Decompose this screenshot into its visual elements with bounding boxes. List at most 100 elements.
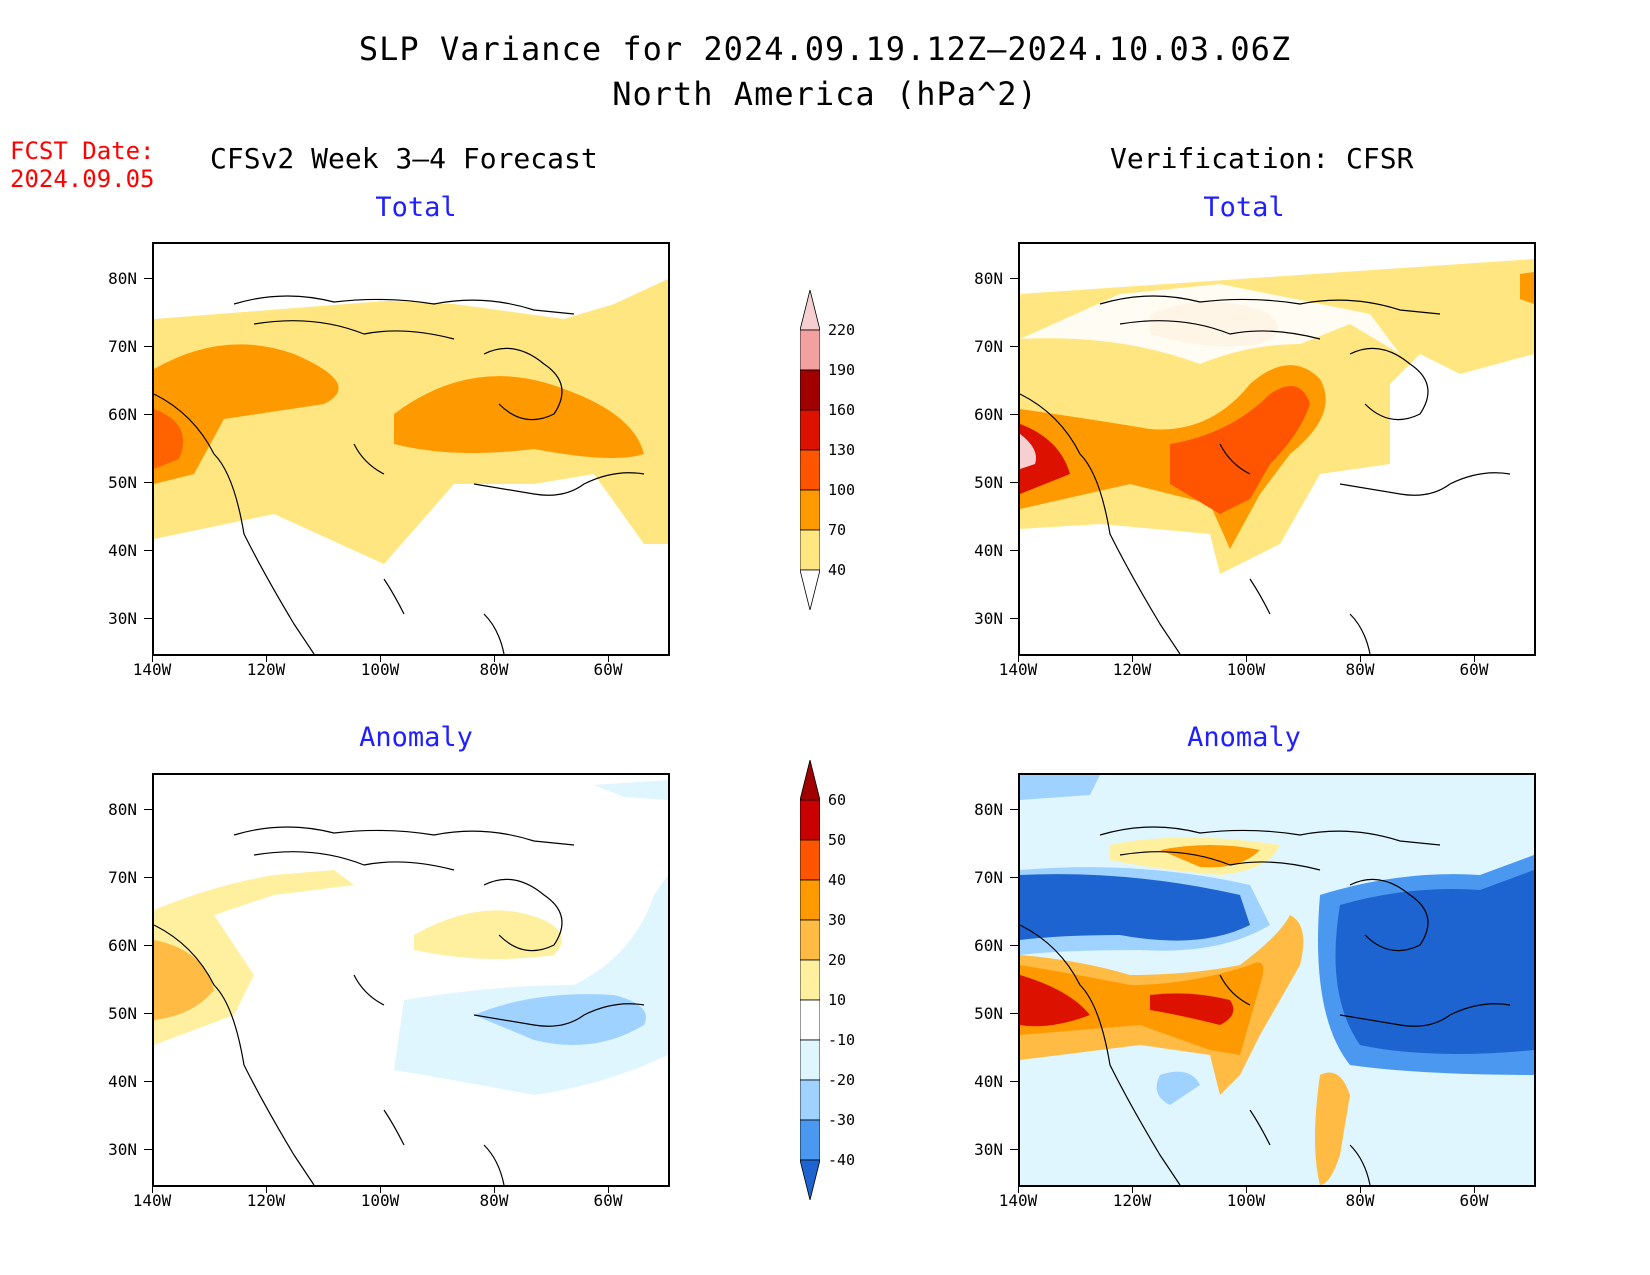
- verification-anomaly-lat-tick: [1010, 945, 1018, 946]
- verification-total-lat-tick: [1010, 482, 1018, 483]
- fcst-date-label: FCST Date:: [10, 137, 155, 165]
- colorbar-total: [799, 289, 821, 614]
- forecast-anomaly-lon-label: 120W: [246, 1191, 286, 1210]
- forecast-total-lat-tick: [144, 550, 152, 551]
- fcst-date-block: FCST Date: 2024.09.05: [10, 137, 155, 193]
- forecast-column-title: CFSv2 Week 3–4 Forecast: [210, 142, 598, 175]
- verification-total-lon-tick: [1360, 654, 1361, 662]
- colorbar-anomaly-level-label: -10: [828, 1031, 856, 1049]
- colorbar-total-level-label: 190: [828, 361, 856, 379]
- forecast-total-lon-label: 120W: [246, 660, 286, 679]
- forecast-total-lon-tick: [152, 654, 153, 662]
- forecast-total-lat-tick: [144, 278, 152, 279]
- verification-total-lon-tick: [1474, 654, 1475, 662]
- forecast-total-map: [152, 242, 670, 656]
- forecast-total-lat-label: 80N: [108, 269, 137, 288]
- colorbar-anomaly-level-label: -30: [828, 1111, 856, 1129]
- forecast-total-lat-label: 60N: [108, 405, 137, 424]
- verification-total-lat-label: 70N: [974, 337, 1003, 356]
- verification-total-lon-tick: [1018, 654, 1019, 662]
- verification-total-lat-label: 40N: [974, 541, 1003, 560]
- forecast-anomaly-lon-tick: [494, 1185, 495, 1193]
- verification-total-lat-label: 50N: [974, 473, 1003, 492]
- forecast-anomaly-lat-tick: [144, 1081, 152, 1082]
- verification-anomaly-lon-label: 120W: [1112, 1191, 1152, 1210]
- forecast-total-lat-tick: [144, 414, 152, 415]
- forecast-anomaly-lon-tick: [266, 1185, 267, 1193]
- colorbar-anomaly-level-label: 50: [828, 831, 847, 849]
- forecast-anomaly-lat-tick: [144, 1149, 152, 1150]
- verification-anomaly-map: [1018, 773, 1536, 1187]
- forecast-anomaly-lat-label: 50N: [108, 1004, 137, 1023]
- colorbar-anomaly-graphic: [799, 759, 821, 1201]
- verification-anomaly-lat-label: 40N: [974, 1072, 1003, 1091]
- forecast-total-lat-tick: [144, 482, 152, 483]
- verification-anomaly-lat-tick: [1010, 809, 1018, 810]
- colorbar-total-level-label: 220: [828, 321, 856, 339]
- verification-total-lon-label: 120W: [1112, 660, 1152, 679]
- verification-anomaly-title: Anomaly: [1187, 722, 1301, 753]
- colorbar-anomaly-level-label: 30: [828, 911, 847, 929]
- forecast-anomaly-lon-label: 80W: [479, 1191, 509, 1210]
- main-title: SLP Variance for 2024.09.19.12Z–2024.10.…: [358, 30, 1292, 68]
- verification-anomaly-lon-label: 100W: [1226, 1191, 1266, 1210]
- forecast-anomaly-lat-tick: [144, 945, 152, 946]
- colorbar-total-level-label: 40: [828, 561, 847, 579]
- verification-total-lat-tick: [1010, 278, 1018, 279]
- forecast-anomaly-lon-label: 100W: [360, 1191, 400, 1210]
- verification-total-map: [1018, 242, 1536, 656]
- forecast-total-title: Total: [375, 192, 457, 223]
- forecast-anomaly-lat-label: 70N: [108, 868, 137, 887]
- forecast-total-lat-label: 30N: [108, 609, 137, 628]
- forecast-total-lon-label: 100W: [360, 660, 400, 679]
- colorbar-anomaly-level-label: 10: [828, 991, 847, 1009]
- verification-total-title: Total: [1203, 192, 1285, 223]
- forecast-anomaly-lon-label: 140W: [132, 1191, 172, 1210]
- verification-total-lon-label: 140W: [998, 660, 1038, 679]
- colorbar-total-graphic: [799, 289, 821, 611]
- forecast-anomaly-lat-tick: [144, 809, 152, 810]
- forecast-anomaly-lon-tick: [380, 1185, 381, 1193]
- colorbar-anomaly-level-label: 20: [828, 951, 847, 969]
- verification-anomaly-lon-label: 80W: [1345, 1191, 1375, 1210]
- colorbar-total-level-label: 130: [828, 441, 856, 459]
- forecast-total-lon-label: 140W: [132, 660, 172, 679]
- verification-anomaly-lat-label: 60N: [974, 936, 1003, 955]
- verification-total-lat-tick: [1010, 550, 1018, 551]
- colorbar-total-level-label: 160: [828, 401, 856, 419]
- verification-anomaly-lat-tick: [1010, 1013, 1018, 1014]
- forecast-anomaly-title: Anomaly: [359, 722, 473, 753]
- verification-total-lon-label: 80W: [1345, 660, 1375, 679]
- forecast-total-lon-label: 80W: [479, 660, 509, 679]
- verification-total-lat-tick: [1010, 618, 1018, 619]
- verification-total-lat-label: 60N: [974, 405, 1003, 424]
- verification-total-lon-label: 60W: [1459, 660, 1489, 679]
- verification-total-lat-label: 30N: [974, 609, 1003, 628]
- forecast-anomaly-lon-tick: [608, 1185, 609, 1193]
- colorbar-anomaly-level-label: 60: [828, 791, 847, 809]
- verification-total-lat-tick: [1010, 414, 1018, 415]
- verification-anomaly-lon-tick: [1474, 1185, 1475, 1193]
- forecast-total-lat-label: 40N: [108, 541, 137, 560]
- forecast-total-lon-tick: [494, 654, 495, 662]
- verification-anomaly-lon-tick: [1132, 1185, 1133, 1193]
- verification-total-lon-tick: [1246, 654, 1247, 662]
- colorbar-anomaly-level-label: -20: [828, 1071, 856, 1089]
- verification-total-lon-tick: [1132, 654, 1133, 662]
- colorbar-total-level-label: 100: [828, 481, 856, 499]
- verification-total-lat-label: 80N: [974, 269, 1003, 288]
- colorbar-total-level-label: 70: [828, 521, 847, 539]
- forecast-total-lon-tick: [608, 654, 609, 662]
- verification-anomaly-lat-tick: [1010, 1149, 1018, 1150]
- forecast-anomaly-lon-label: 60W: [593, 1191, 623, 1210]
- forecast-total-lat-label: 50N: [108, 473, 137, 492]
- forecast-anomaly-lon-tick: [152, 1185, 153, 1193]
- forecast-anomaly-lat-tick: [144, 1013, 152, 1014]
- forecast-anomaly-lat-label: 80N: [108, 800, 137, 819]
- verification-anomaly-lon-label: 60W: [1459, 1191, 1489, 1210]
- verification-total-lat-tick: [1010, 346, 1018, 347]
- verification-total-lon-label: 100W: [1226, 660, 1266, 679]
- forecast-total-lon-tick: [380, 654, 381, 662]
- fcst-date-value: 2024.09.05: [10, 165, 155, 193]
- verification-column-title: Verification: CFSR: [1110, 142, 1414, 175]
